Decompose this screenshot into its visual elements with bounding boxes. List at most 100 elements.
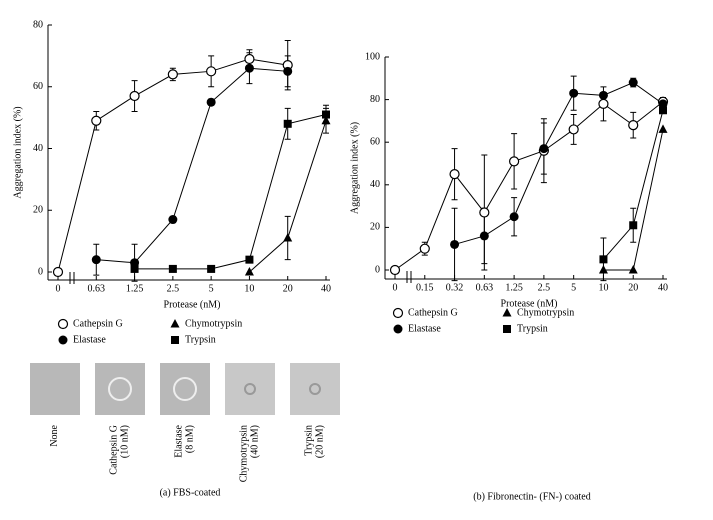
marker <box>283 66 293 76</box>
marker <box>502 308 512 317</box>
series-line <box>96 67 288 264</box>
marker <box>244 267 254 276</box>
marker <box>321 115 331 125</box>
marker <box>244 63 254 73</box>
marker <box>91 115 102 126</box>
marker <box>509 156 520 167</box>
marker <box>479 207 490 218</box>
micrograph <box>95 363 145 415</box>
y-tick-label: 20 <box>370 222 380 233</box>
axis-break <box>69 272 75 284</box>
label-line: Trypsin <box>304 425 315 456</box>
marker <box>171 336 179 344</box>
cell <box>108 377 132 401</box>
label-line: Elastase <box>174 424 185 457</box>
marker <box>168 215 178 225</box>
x-tick-label: 0 <box>393 282 398 293</box>
legend-label: Trypsin <box>517 323 548 334</box>
legend-label: Trypsin <box>185 334 216 345</box>
micrograph-panel: None Cathepsin G(10 nM) Elastase(8 nM) Chym… <box>30 363 340 482</box>
y-tick-label: 20 <box>33 205 43 216</box>
x-tick-label: 0.63 <box>88 283 106 294</box>
legend-label: Chymotrypsin <box>517 307 574 318</box>
label-line: (10 nM) <box>120 425 131 458</box>
marker <box>167 69 178 80</box>
y-tick-label: 60 <box>33 81 43 92</box>
micrograph-label: Trypsin(20 nM) <box>304 425 326 458</box>
x-tick-label: 2.5 <box>538 282 551 293</box>
marker <box>599 255 608 264</box>
y-tick-label: 40 <box>370 179 380 190</box>
label-line: None <box>49 424 60 446</box>
x-tick-label: 10 <box>244 283 254 294</box>
legend-label: Cathepsin G <box>408 307 458 318</box>
micrograph <box>225 363 275 415</box>
marker <box>52 266 64 278</box>
marker <box>129 90 140 102</box>
marker <box>628 120 639 131</box>
series-line <box>134 114 327 270</box>
y-axis-label: Aggregation index (%) <box>349 122 360 214</box>
marker <box>283 119 292 128</box>
y-tick-label: 80 <box>370 94 380 105</box>
marker <box>389 264 401 276</box>
label-line: (8 nM) <box>185 425 196 453</box>
marker <box>283 233 293 242</box>
x-tick-label: 10 <box>598 282 608 293</box>
marker <box>392 307 404 319</box>
marker <box>628 265 638 274</box>
series-line <box>394 101 664 271</box>
label-line: Cathepsin G <box>109 425 120 475</box>
marker <box>322 110 330 119</box>
marker <box>419 243 430 254</box>
y-tick-label: 0 <box>375 264 380 275</box>
y-tick-label: 100 <box>365 51 380 62</box>
micrograph <box>160 363 210 415</box>
x-tick-label: 0.63 <box>476 282 494 293</box>
y-axis-label: Aggregation index (%) <box>12 106 23 198</box>
x-tick-label: 1.25 <box>505 282 523 293</box>
micrograph-label: Elastase(8 nM) <box>174 424 196 457</box>
x-tick-label: 0.15 <box>416 282 434 293</box>
marker <box>393 324 403 334</box>
marker <box>598 98 609 109</box>
marker <box>57 318 69 330</box>
x-tick-label: 0.32 <box>446 282 464 293</box>
micrograph <box>290 363 340 415</box>
x-axis-label: Protease (nM) <box>164 299 221 310</box>
marker <box>168 264 177 273</box>
marker <box>450 239 460 249</box>
marker <box>170 319 180 328</box>
marker <box>658 124 668 133</box>
x-tick-label: 1.25 <box>126 283 144 294</box>
marker <box>449 169 460 180</box>
axis-break <box>406 271 412 283</box>
y-tick-label: 40 <box>33 143 43 154</box>
marker <box>479 231 489 241</box>
label-line: (20 nM) <box>315 425 326 458</box>
marker <box>58 335 68 345</box>
marker <box>569 88 579 98</box>
marker <box>629 221 638 230</box>
marker <box>206 66 217 77</box>
marker <box>207 264 216 273</box>
marker <box>245 255 254 264</box>
x-tick-label: 40 <box>321 283 331 294</box>
marker <box>598 90 608 100</box>
label-line: (40 nM) <box>250 425 261 458</box>
marker <box>539 144 549 154</box>
legend-label: Chymotrypsin <box>185 318 242 329</box>
legend-label: Elastase <box>408 323 441 334</box>
cell <box>309 383 321 395</box>
marker <box>509 212 519 222</box>
marker <box>658 99 668 109</box>
x-tick-label: 20 <box>628 282 638 293</box>
series-line <box>454 81 664 245</box>
marker <box>503 325 511 333</box>
cell <box>244 383 256 395</box>
caption: (b) Fibronectin- (FN-) coated <box>473 491 590 502</box>
legend-label: Cathepsin G <box>73 318 123 329</box>
marker <box>628 78 638 88</box>
y-tick-label: 60 <box>370 136 380 147</box>
